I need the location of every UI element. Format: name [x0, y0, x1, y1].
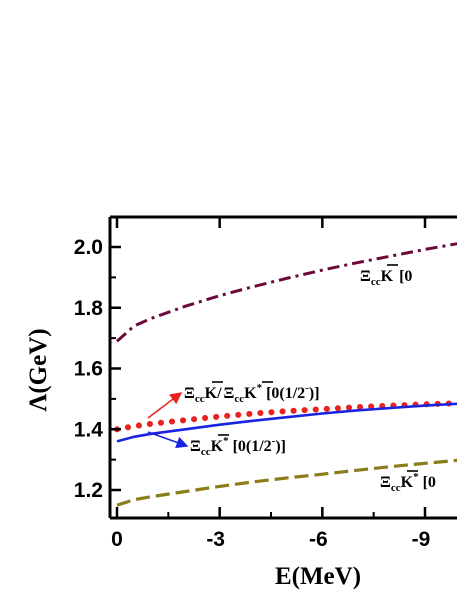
- y-axis-title: Λ(GeV): [25, 328, 52, 411]
- red-arrow: [147, 392, 183, 419]
- y-tick-label: 2.0: [74, 236, 103, 259]
- series-line-kbar_top: [116, 242, 457, 343]
- annotation-kbar-top: ΞccK [0: [360, 268, 412, 288]
- y-tick-label: 1.8: [74, 297, 104, 320]
- series-layer: [114, 242, 457, 507]
- y-tick-label: 1.2: [74, 479, 103, 502]
- x-tick-label: -6: [309, 528, 328, 551]
- blue-arrow: [147, 431, 189, 449]
- series-line-kbar_red: [114, 400, 457, 433]
- y-tick-label: 1.4: [74, 418, 104, 441]
- annotation-kstar-blue: ΞccK* [0(1/2-)]: [190, 435, 286, 458]
- y-tick-label: 1.6: [74, 358, 103, 381]
- series-line-kstar_bottom: [116, 458, 457, 507]
- x-tick-label: -9: [412, 528, 431, 551]
- x-tick-label: -3: [206, 528, 225, 551]
- plot-frame: [108, 215, 457, 520]
- annotation-kbar-red: ΞccK/ΞccK* [0(1/2-)]: [184, 382, 320, 405]
- x-axis-title: E(MeV): [275, 563, 361, 590]
- annotation-kstar-bottom: ΞccK* [0: [380, 471, 436, 494]
- x-tick-label: 0: [111, 528, 123, 551]
- series-line-kstar_blue: [116, 402, 457, 443]
- tick-layer: 0 -3 -6 -9 1.2 1.4 1.6 1.8 2.0: [74, 217, 431, 551]
